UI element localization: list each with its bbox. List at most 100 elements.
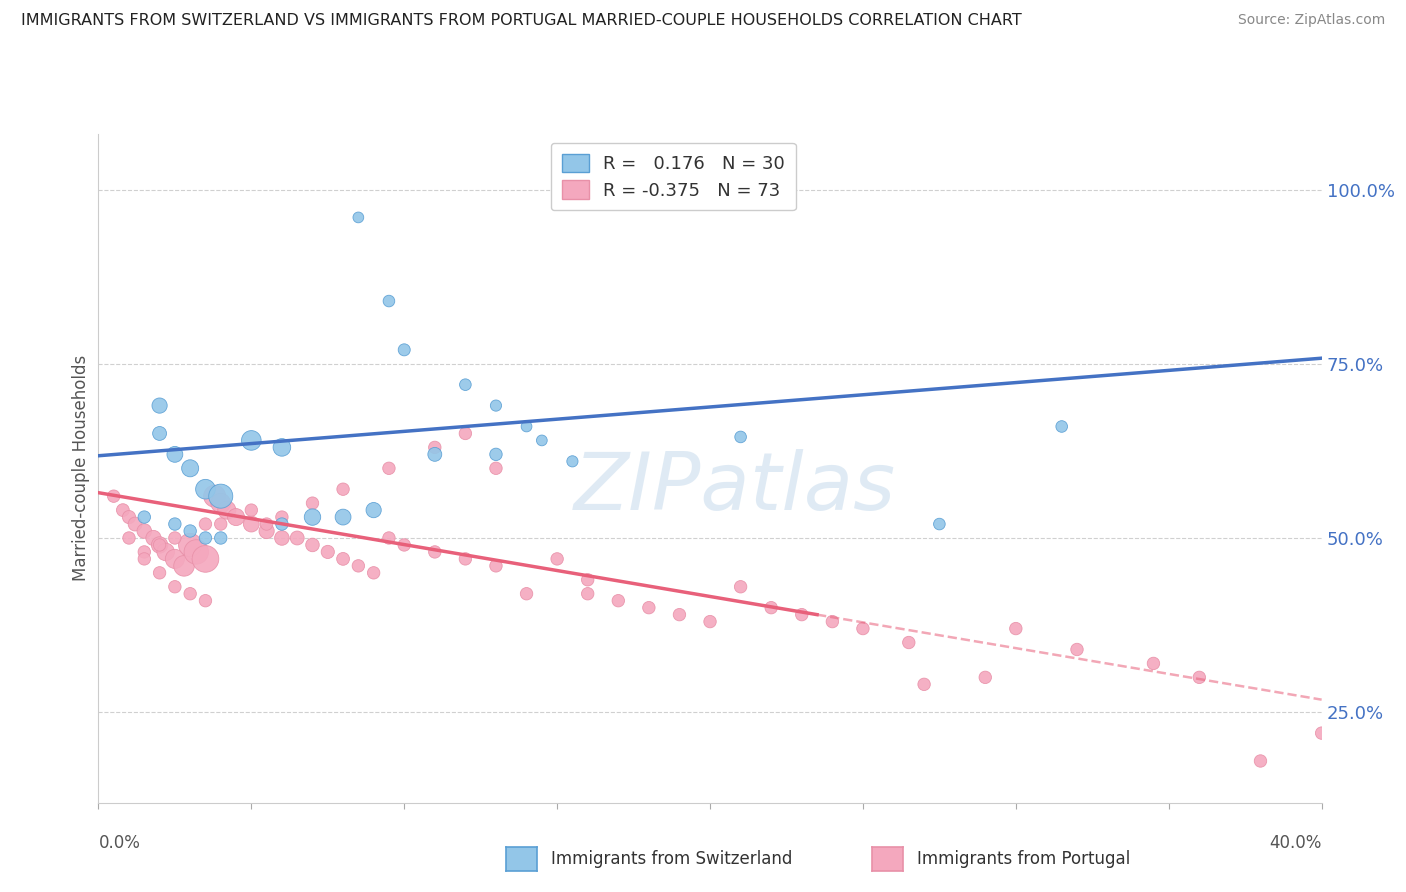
Point — [215, 503, 238, 517]
Point — [347, 211, 370, 225]
Point — [1188, 670, 1211, 684]
Point — [118, 531, 141, 545]
Point — [240, 503, 263, 517]
Point — [179, 587, 201, 601]
Point — [111, 503, 134, 517]
Point — [1249, 754, 1271, 768]
Point — [149, 566, 172, 580]
Point — [194, 531, 217, 545]
Point — [209, 531, 232, 545]
Point — [240, 434, 263, 448]
Point — [163, 531, 186, 545]
Point — [194, 552, 217, 566]
Point — [270, 517, 292, 532]
Point — [637, 600, 661, 615]
Point — [285, 531, 308, 545]
Point — [301, 538, 323, 552]
Point — [607, 593, 630, 607]
Point — [576, 573, 599, 587]
Point — [576, 587, 599, 601]
Point — [912, 677, 935, 691]
Point — [790, 607, 813, 622]
Point — [852, 622, 875, 636]
Point — [256, 524, 278, 538]
Point — [301, 496, 323, 510]
Point — [378, 461, 401, 475]
Point — [897, 635, 920, 649]
Point — [155, 545, 177, 559]
Point — [1310, 726, 1333, 740]
Point — [392, 343, 416, 357]
Text: Immigrants from Portugal: Immigrants from Portugal — [917, 850, 1130, 868]
Point — [546, 552, 568, 566]
Point — [256, 517, 278, 532]
Point — [454, 552, 477, 566]
Point — [485, 399, 508, 413]
Point — [179, 461, 201, 475]
Point — [270, 531, 292, 545]
Point — [270, 510, 292, 524]
Legend: R =   0.176   N = 30, R = -0.375   N = 73: R = 0.176 N = 30, R = -0.375 N = 73 — [551, 143, 796, 211]
Point — [134, 510, 156, 524]
Point — [103, 489, 125, 503]
Point — [225, 510, 247, 524]
Point — [1142, 657, 1164, 671]
Point — [730, 580, 752, 594]
Text: ZIPatlas: ZIPatlas — [574, 450, 896, 527]
Point — [118, 510, 141, 524]
Point — [378, 294, 401, 309]
Point — [173, 558, 195, 573]
Text: 0.0%: 0.0% — [98, 834, 141, 852]
Point — [204, 489, 226, 503]
Point — [485, 447, 508, 461]
Point — [332, 482, 354, 496]
Text: 40.0%: 40.0% — [1270, 834, 1322, 852]
Point — [454, 426, 477, 441]
Point — [699, 615, 721, 629]
Point — [179, 524, 201, 538]
Point — [194, 482, 217, 496]
Point — [668, 607, 690, 622]
Point — [516, 587, 538, 601]
Point — [194, 517, 217, 532]
Point — [392, 538, 416, 552]
Point — [730, 430, 752, 444]
Point — [209, 489, 232, 503]
Point — [240, 517, 263, 532]
Point — [163, 580, 186, 594]
Point — [485, 461, 508, 475]
Point — [363, 566, 385, 580]
Point — [194, 593, 217, 607]
Text: Immigrants from Switzerland: Immigrants from Switzerland — [551, 850, 793, 868]
Text: IMMIGRANTS FROM SWITZERLAND VS IMMIGRANTS FROM PORTUGAL MARRIED-COUPLE HOUSEHOLD: IMMIGRANTS FROM SWITZERLAND VS IMMIGRANT… — [21, 13, 1022, 29]
Point — [347, 558, 370, 573]
Point — [179, 538, 201, 552]
Point — [186, 545, 208, 559]
Point — [928, 517, 950, 532]
Point — [561, 454, 583, 468]
Point — [149, 399, 172, 413]
Point — [821, 615, 844, 629]
Point — [423, 545, 446, 559]
Point — [423, 447, 446, 461]
Point — [124, 517, 146, 532]
Y-axis label: Married-couple Households: Married-couple Households — [72, 355, 90, 582]
Point — [301, 510, 323, 524]
Point — [316, 545, 339, 559]
Point — [363, 503, 385, 517]
Point — [1004, 622, 1026, 636]
Point — [485, 558, 508, 573]
Point — [163, 552, 186, 566]
Point — [530, 434, 553, 448]
Point — [1050, 419, 1073, 434]
Point — [149, 538, 172, 552]
Point — [974, 670, 997, 684]
Point — [209, 517, 232, 532]
Point — [454, 377, 477, 392]
Text: Source: ZipAtlas.com: Source: ZipAtlas.com — [1237, 13, 1385, 28]
Point — [209, 496, 232, 510]
Point — [516, 419, 538, 434]
Point — [163, 447, 186, 461]
Point — [332, 552, 354, 566]
Point — [270, 441, 292, 455]
